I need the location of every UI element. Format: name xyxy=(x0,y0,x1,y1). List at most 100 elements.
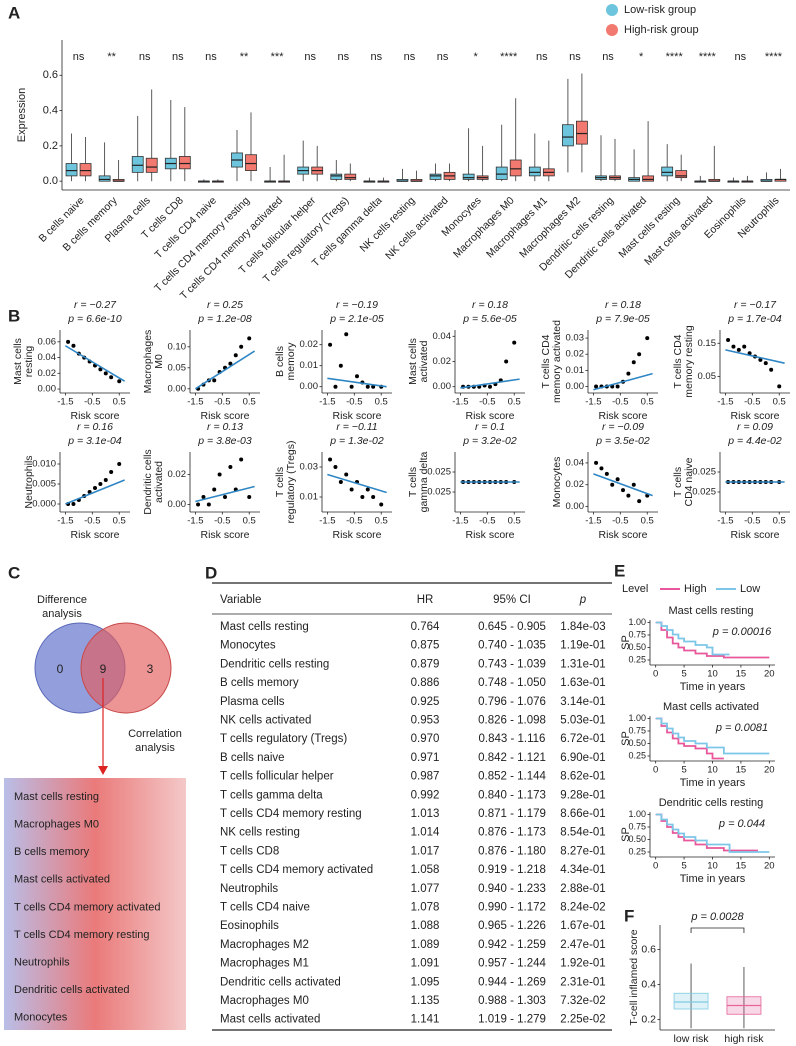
table-cell: T cells regulatory (Tregs) xyxy=(220,733,347,745)
r-label: r = 0.09 xyxy=(737,421,773,433)
panel-label: D xyxy=(205,563,217,582)
table-header: p xyxy=(579,594,587,606)
x-axis-label: Risk score xyxy=(598,529,647,541)
x-tick-label: -0.5 xyxy=(84,397,100,408)
table-cell: 0.970 xyxy=(411,733,440,745)
r-label: r = 0.13 xyxy=(207,421,243,433)
significance: ns xyxy=(172,51,184,63)
y-axis-label: T cells xyxy=(274,467,286,497)
x-axis-label: Risk score xyxy=(200,529,249,541)
table-cell: 0.886 xyxy=(411,677,440,689)
x-tick-label: -0.5 xyxy=(214,516,230,527)
table-cell: 0.992 xyxy=(411,789,440,801)
point xyxy=(338,480,343,484)
box xyxy=(661,166,674,177)
table-cell: T cells gamma delta xyxy=(220,789,323,801)
venn-count: 3 xyxy=(147,662,154,676)
table-cell: 0.740 - 1.035 xyxy=(478,640,546,652)
significance: **** xyxy=(666,51,684,63)
table-cell: Eosinophils xyxy=(220,920,279,932)
x-tick-label: -0.5 xyxy=(346,516,362,527)
significance: ns xyxy=(337,51,349,63)
point xyxy=(726,337,731,342)
point xyxy=(228,361,233,366)
table-cell: 0.796 - 1.076 xyxy=(478,696,546,708)
significance: *** xyxy=(271,51,285,63)
x-axis-label: Risk score xyxy=(730,410,779,422)
table-header: HR xyxy=(417,594,434,606)
table-cell: 0.942 - 1.259 xyxy=(478,939,546,951)
table-cell: 0.988 - 1.303 xyxy=(478,995,546,1007)
y-axis-label: Monocytes xyxy=(551,457,563,508)
table-header: 95% CI xyxy=(493,594,531,606)
box xyxy=(79,163,92,177)
significance: ns xyxy=(569,51,581,63)
point xyxy=(763,361,768,366)
table-cell: 1.31e-01 xyxy=(560,658,605,670)
table-cell: 1.017 xyxy=(411,845,440,857)
legend-swatch xyxy=(606,4,618,16)
x-tick-label: 20 xyxy=(764,669,775,680)
table-cell: 1.058 xyxy=(411,864,440,876)
y-tick-label: 0.00 xyxy=(38,384,57,395)
x-tick-label: -1.5 xyxy=(187,397,203,408)
table-cell: 0.826 - 1.098 xyxy=(478,715,546,727)
point xyxy=(615,384,620,389)
x-tick-label: 5 xyxy=(681,861,686,872)
x-axis-label: Risk score xyxy=(70,529,119,541)
x-tick-label: 15 xyxy=(736,765,747,776)
panel-label: C xyxy=(8,563,20,582)
point xyxy=(117,379,122,384)
point xyxy=(206,502,211,507)
table-cell: 1.089 xyxy=(411,939,440,951)
significance: ns xyxy=(205,51,217,63)
point xyxy=(196,502,201,507)
table-cell: 0.965 - 1.226 xyxy=(478,920,546,932)
y-axis-label: activated xyxy=(418,340,430,382)
x-tick-label: 0.5 xyxy=(113,516,126,527)
y-axis-label: regulatory (Tregs) xyxy=(285,440,297,523)
table-cell: 1.091 xyxy=(411,958,440,970)
y-tick-label: 0.02 xyxy=(168,469,187,480)
y-tick-label: 0.10 xyxy=(168,341,187,352)
significance: * xyxy=(473,51,478,63)
box xyxy=(344,173,357,180)
fit-line xyxy=(64,345,126,382)
table-cell: 8.27e-01 xyxy=(560,845,605,857)
y-tick-label: 0.6 xyxy=(641,943,656,955)
y-tick-label: 0.75 xyxy=(628,725,646,735)
x-tick-label: -1.5 xyxy=(452,397,468,408)
y-tick-label: 0.75 xyxy=(628,821,646,831)
point xyxy=(109,470,114,474)
y-tick-label: 0.25 xyxy=(628,750,646,760)
x-tick-label: 0.5 xyxy=(375,397,388,408)
point xyxy=(365,487,370,492)
point xyxy=(355,374,359,379)
survival-curve xyxy=(655,717,724,760)
point xyxy=(349,384,354,389)
x-tick-label: 0.5 xyxy=(243,516,256,527)
table-cell: 9.28e-01 xyxy=(560,789,605,801)
significance: **** xyxy=(765,51,783,63)
point xyxy=(93,486,97,490)
significance: ns xyxy=(404,51,416,63)
x-tick-label: 15 xyxy=(736,861,747,872)
venn-count: 9 xyxy=(100,662,107,676)
fit-line xyxy=(593,473,653,497)
y-tick-label: 0.15 xyxy=(698,338,717,349)
point xyxy=(777,384,782,389)
table-cell: 1.135 xyxy=(411,995,440,1007)
table-cell: 1.078 xyxy=(411,902,440,914)
gene-box xyxy=(4,778,186,1030)
y-axis-label: CD4 naive xyxy=(683,457,695,506)
table-cell: 8.62e-01 xyxy=(560,771,605,783)
table-cell: 2.88e-01 xyxy=(560,883,605,895)
table-cell: Mast cells resting xyxy=(220,621,309,633)
table-cell: Neutrophils xyxy=(220,883,278,895)
x-tick-label: 0 xyxy=(653,861,658,872)
x-tick-label: -1.5 xyxy=(57,397,73,408)
table-cell: 8.24e-02 xyxy=(560,902,605,914)
x-tick-label: -0.5 xyxy=(479,397,495,408)
x-axis-label: Risk score xyxy=(70,410,119,422)
y-tick-label: 0.02 xyxy=(300,339,319,350)
